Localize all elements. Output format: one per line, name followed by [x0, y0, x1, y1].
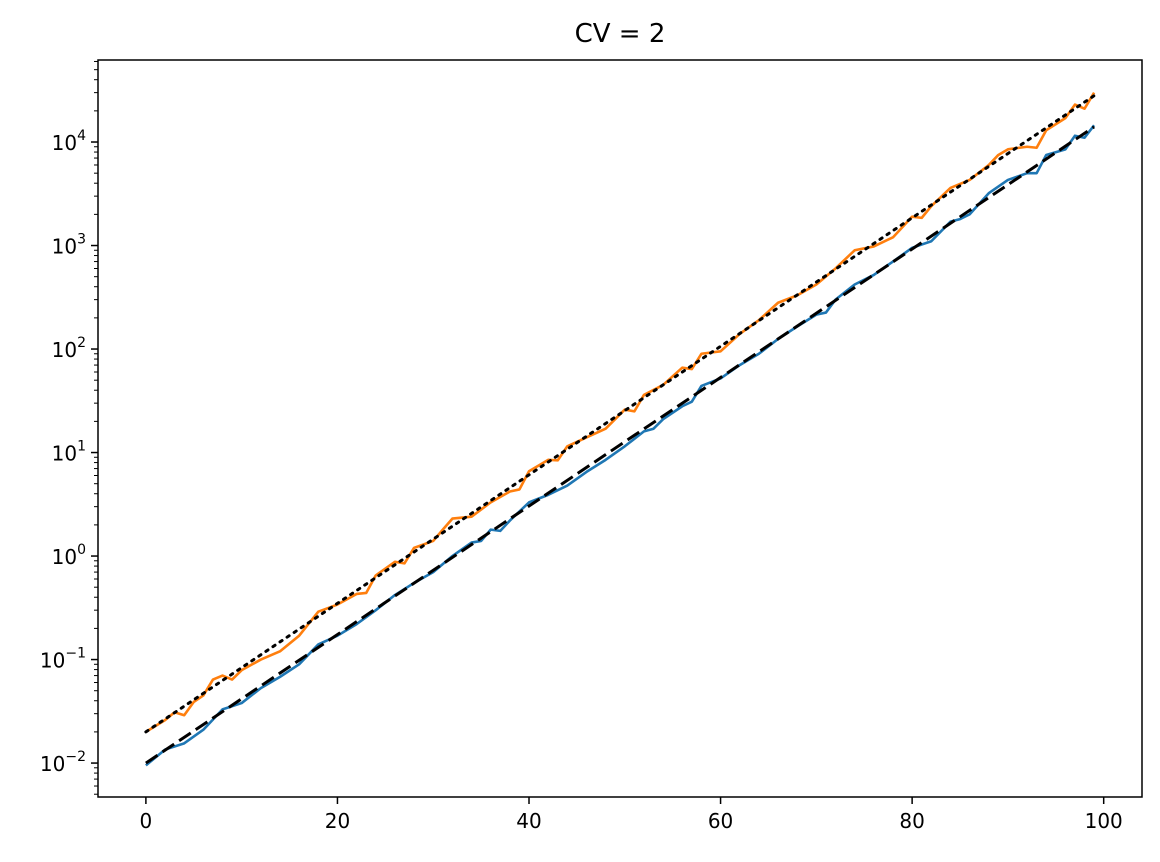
x-tick-label: 0 [140, 809, 153, 833]
chart-title: CV = 2 [575, 19, 666, 49]
y-tick-label: 103 [52, 232, 86, 259]
y-tick-label: 100 [52, 542, 86, 569]
y-tick-label: 102 [52, 335, 86, 362]
y-tick-label: 104 [52, 128, 86, 155]
series-line-2-solid [145, 91, 1096, 734]
plot-lines [144, 91, 1096, 767]
x-axis: 0 20 40 60 80 100 [140, 797, 1123, 833]
plot-frame [97, 59, 1143, 798]
y-axis: 10−2 10−1 100 101 102 103 104 [40, 60, 98, 795]
x-tick-label: 20 [325, 809, 350, 833]
y-tick-label: 101 [52, 439, 86, 466]
y-tick-label: 10−1 [40, 646, 86, 673]
x-tick-label: 40 [516, 809, 541, 833]
series-line-4-dotted [144, 94, 1096, 734]
x-tick-label: 100 [1085, 809, 1123, 833]
y-tick-label: 10−2 [40, 749, 86, 776]
series-line-3-dashed [145, 125, 1095, 765]
x-tick-label: 60 [708, 809, 733, 833]
x-tick-label: 80 [899, 809, 924, 833]
